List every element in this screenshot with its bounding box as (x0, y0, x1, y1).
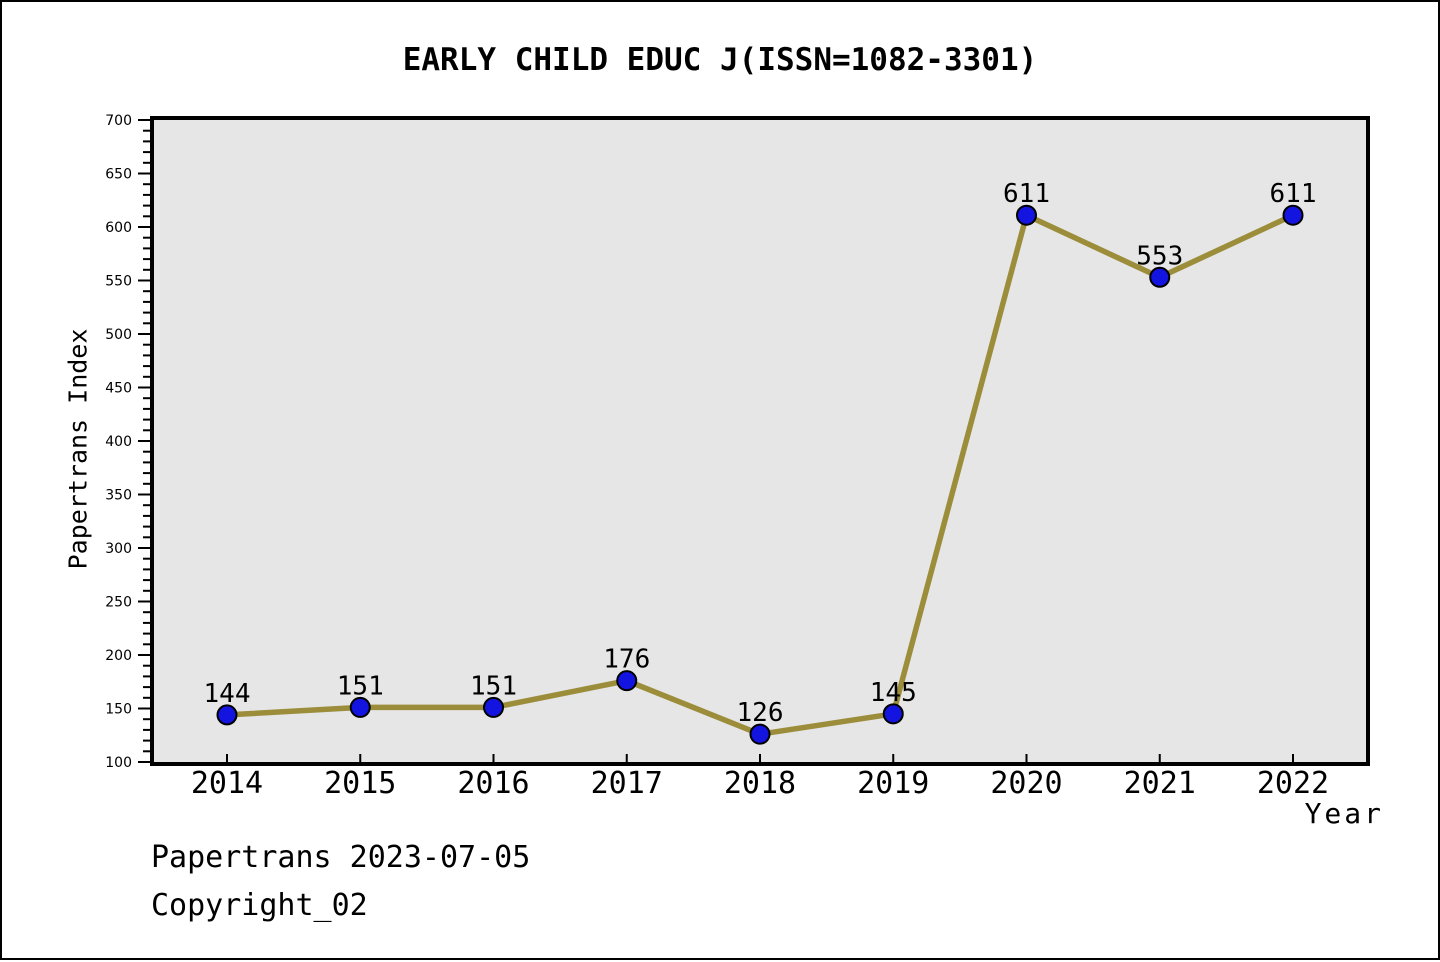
y-tick-label: 650 (105, 167, 132, 183)
data-point-label: 611 (1003, 179, 1050, 209)
data-point (1016, 204, 1037, 226)
x-tick-label: 2022 (1257, 766, 1329, 801)
x-tick-label: 2015 (324, 766, 396, 801)
data-point-label: 145 (870, 678, 917, 708)
data-point (483, 696, 504, 718)
y-tick-label: 400 (105, 434, 132, 450)
x-tick-label: 2019 (857, 766, 929, 801)
chart-title: EARLY CHILD EDUC J(ISSN=1082-3301) (402, 42, 1038, 78)
data-point (349, 696, 371, 718)
y-tick-label: 150 (105, 702, 132, 718)
y-tick-label: 500 (105, 327, 132, 343)
y-tick-label: 250 (105, 595, 132, 611)
data-point-label: 126 (737, 698, 784, 728)
data-point (216, 704, 238, 726)
data-point-label: 151 (337, 671, 384, 701)
x-tick-label: 2021 (1124, 766, 1196, 801)
data-point-label: 176 (603, 645, 650, 675)
data-point (882, 703, 904, 725)
y-tick-label: 700 (105, 113, 132, 129)
y-tick-label: 200 (105, 648, 132, 664)
x-tick-label: 2018 (724, 766, 796, 801)
data-point-label: 553 (1136, 241, 1183, 271)
data-point-label: 611 (1270, 179, 1317, 209)
x-tick-label: 2016 (457, 766, 529, 801)
y-tick-label: 600 (105, 220, 132, 236)
y-tick-label: 550 (105, 274, 132, 290)
data-point (749, 723, 771, 745)
x-tick-label: 2020 (990, 766, 1062, 801)
data-point-label: 144 (204, 679, 251, 709)
data-point (1282, 204, 1304, 226)
y-tick-label: 300 (105, 541, 132, 557)
x-tick-label: 2014 (191, 766, 263, 801)
x-tick-label: 2017 (591, 766, 663, 801)
data-point-label: 151 (470, 671, 517, 701)
data-point (1149, 266, 1171, 288)
y-tick-label: 100 (105, 755, 132, 771)
plot-area (150, 116, 1370, 766)
footer-watermark-date: Papertrans 2023-07-05 (151, 840, 531, 875)
x-axis-label: Year (1304, 797, 1384, 830)
y-tick-label: 350 (105, 488, 132, 504)
footer-watermark-copyright: Copyright_02 (151, 888, 368, 923)
data-point (616, 670, 638, 692)
y-tick-label: 450 (105, 381, 132, 397)
